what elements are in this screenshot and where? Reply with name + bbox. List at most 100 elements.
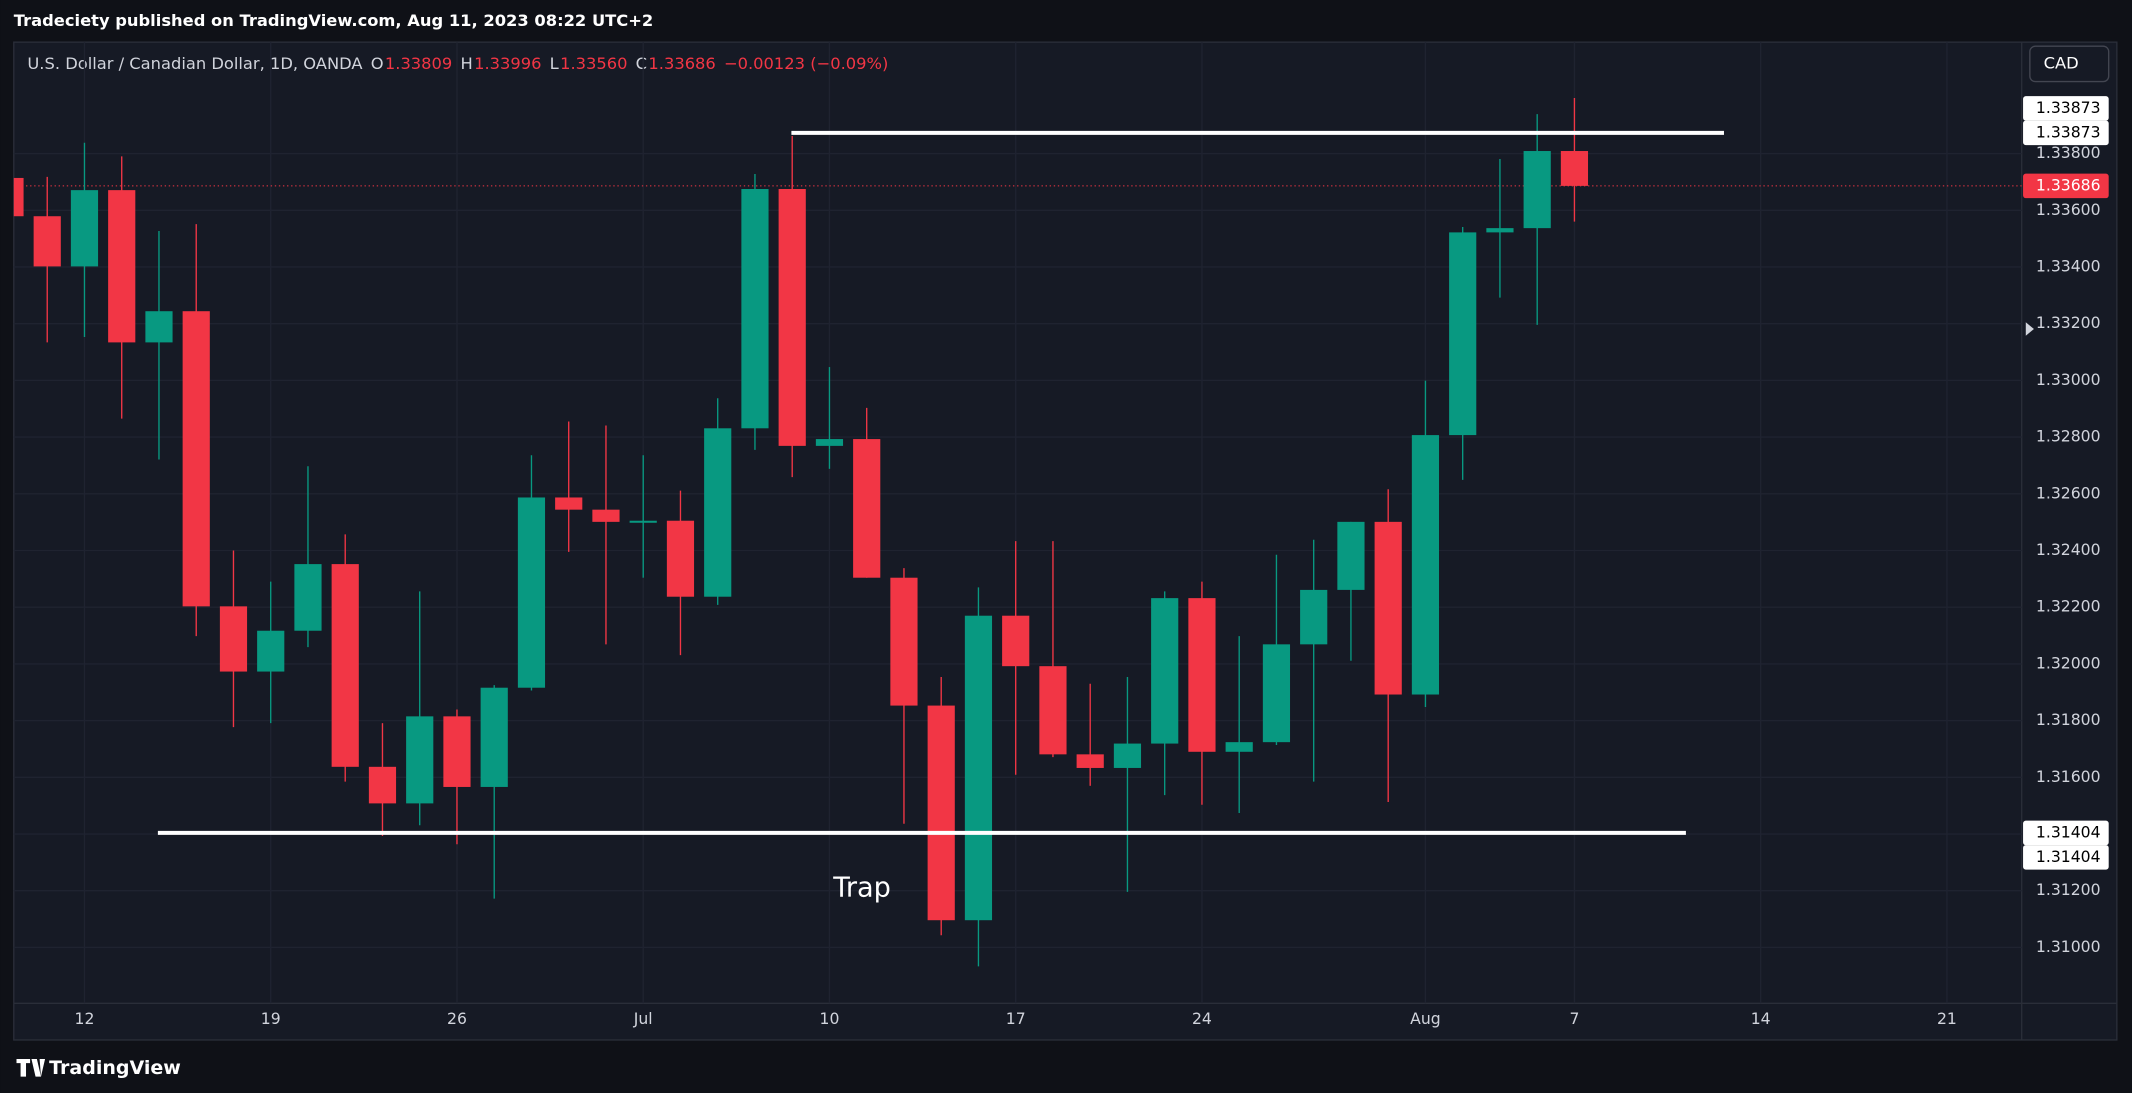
x-tick-label: Jul [633,1009,653,1028]
candle-body [70,190,99,267]
y-tick-label: 1.33400 [2036,256,2101,275]
candle-body [1188,598,1216,752]
candle-body [108,190,136,343]
y-tick-label: 1.31200 [2036,880,2101,899]
last-price-label: 1.33686 [2036,175,2101,194]
ohlc-value: 1.33996 [474,53,541,72]
price-tag [2023,96,2109,121]
candle-body [853,439,881,578]
y-tick-label: 1.32800 [2036,427,2101,446]
candle-body [1337,521,1365,590]
candle-body [927,705,955,921]
candle-body [1486,228,1514,233]
price-tag [2023,820,2109,846]
candle-body [443,716,471,787]
scale-marker [2025,322,2034,336]
x-tick-label: 10 [820,1009,840,1028]
symbol-legend: U.S. Dollar / Canadian Dollar, 1D, OANDA… [27,53,888,72]
candle-body [592,509,620,522]
publish-header: Tradeciety published on TradingView.com,… [14,11,653,30]
candle-body [1560,151,1589,186]
candle-body [480,687,508,787]
candle-body [406,716,434,804]
currency-label[interactable]: CAD [2044,53,2079,72]
candle-body [1523,151,1551,229]
candle-body [1411,435,1440,695]
candles [13,97,2022,967]
candle-body [517,497,546,688]
price-tag-label: 1.31404 [2036,847,2101,866]
annotation: Trap [832,873,891,904]
y-tick-label: 1.33200 [2036,313,2101,332]
candle-body [1113,743,1142,768]
x-tick-label: 26 [447,1009,467,1028]
candle-body [13,177,24,217]
candle-body [1039,666,1067,755]
y-tick-label: 1.32000 [2036,653,2101,672]
candle-body [1300,589,1328,645]
y-tick-label: 1.31000 [2036,937,2101,956]
candle-body [815,439,844,446]
candle-body [964,615,993,921]
ohlc-value: 1.33560 [560,53,627,72]
currency-button[interactable] [2029,45,2110,83]
candle-body [666,520,695,597]
candle-body [778,189,806,446]
overlay: 1.310001.312001.314001.316001.318001.320… [75,96,2109,1028]
candle-body [145,311,173,343]
x-tick-label: 24 [1192,1009,1212,1028]
candle-body [1449,232,1477,436]
last-price-tag [2023,173,2109,199]
logo-icon [16,1059,46,1077]
ohlc-key: H [460,53,472,72]
x-tick-label: 14 [1751,1009,1771,1028]
ohlc-key: O [371,53,384,72]
symbol: U.S. Dollar / Canadian Dollar, 1D, OANDA [27,53,363,72]
candle-body [1374,521,1402,695]
candle-body [33,216,61,267]
candle-body [555,497,583,510]
price-tag-label: 1.33873 [2036,122,2101,141]
y-tick-label: 1.32600 [2036,483,2101,502]
candle-body [257,630,285,672]
y-tick-label: 1.31800 [2036,710,2101,729]
x-tick-label: 17 [1006,1009,1026,1028]
candle-body [182,311,210,607]
candle-body [1262,644,1291,743]
candle-body [1225,742,1253,752]
ohlc-key: C [636,53,647,72]
candle-body [219,606,248,672]
x-tick-label: 21 [1937,1009,1957,1028]
y-tick-label: 1.33000 [2036,370,2101,389]
chart-pane [13,41,2118,1041]
x-tick-label: Aug [1410,1009,1441,1028]
y-tick-label: 1.31600 [2036,767,2101,786]
y-tick-label: 1.32200 [2036,597,2101,616]
y-tick-label: 1.33600 [2036,200,2101,219]
candle-body [368,766,397,804]
x-tick-label: 12 [75,1009,95,1028]
footer-brand: TradingView [49,1057,181,1079]
candle-body [629,520,657,523]
price-tag-label: 1.31404 [2036,822,2101,841]
x-tick-label: 7 [1569,1009,1579,1028]
y-tick-label: 1.32400 [2036,540,2101,559]
ohlc-key: L [550,53,559,72]
price-tag [2023,120,2109,146]
candle-body [890,577,918,706]
ohlc-value: 1.33686 [648,53,715,72]
ohlc-value: 1.33809 [385,53,452,72]
price-tag-label: 1.33873 [2036,98,2101,117]
y-tick-label: 1.33800 [2036,143,2101,162]
price-tag [2023,845,2109,870]
candle-body [294,564,322,631]
candle-body [1151,598,1179,744]
candle-body [331,564,359,767]
candle-body [704,428,732,597]
change: −0.00123 (−0.09%) [724,53,888,72]
candle-body [741,189,769,429]
x-tick-label: 19 [261,1009,281,1028]
candle-body [1076,754,1104,768]
